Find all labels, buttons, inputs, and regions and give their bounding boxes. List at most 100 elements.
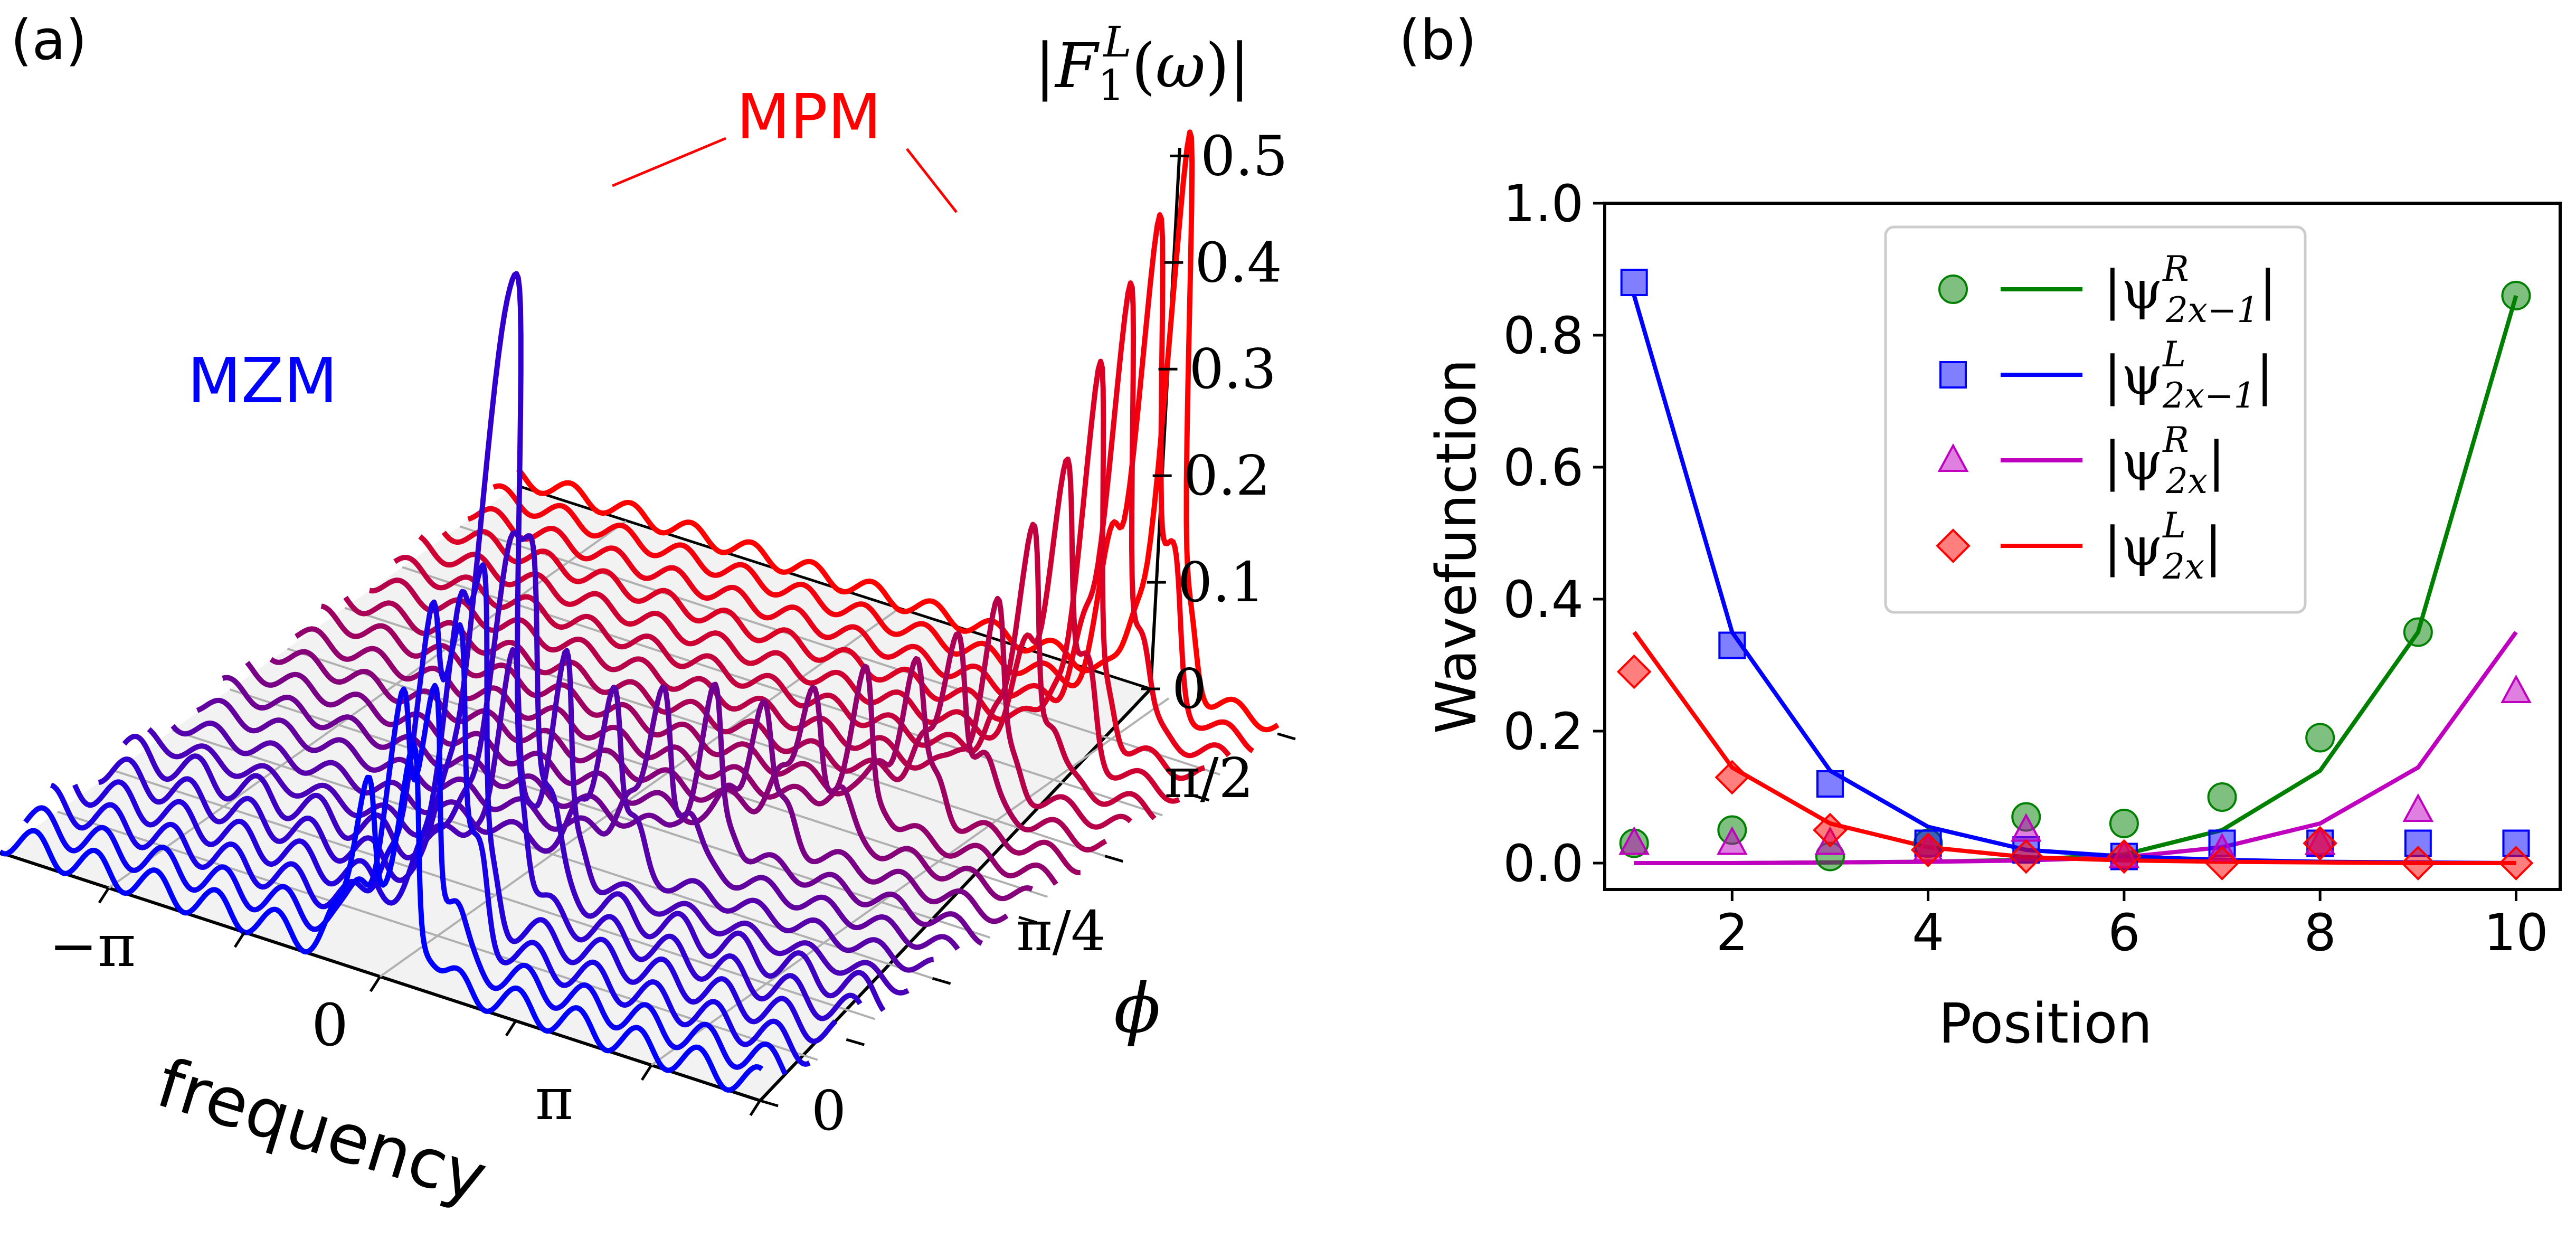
waterfall-curve [72,562,838,1044]
b-x-tick-label: 8 [2304,903,2336,962]
y-tick-pi-4: π/4 [1016,899,1106,963]
b-y-tick-label: 0.8 [1503,306,1584,365]
z-axis-label: |F1L(ω)| [1035,17,1250,110]
panel-a-label: (a) [11,8,87,72]
b-x-tick-label: 4 [1912,903,1944,962]
series-1-point [1816,770,1844,798]
b-x-tick-label: 2 [1716,903,1748,962]
y-tick-pi-2: π/2 [1164,746,1254,810]
series-3-point [1910,832,1946,867]
z-tick-label: 0.4 [1195,230,1282,295]
mpm-pointer-left [612,137,726,187]
series-2-point [2402,793,2434,822]
z-tick-label: 0.3 [1189,337,1276,401]
x-tick-mark [640,1064,653,1081]
series-lines [1632,295,2518,865]
legend-marker-0 [1938,274,1968,304]
b-y-axis-label: Wavefunction [1424,359,1489,734]
legend-label-1: |ψL 2x−1| [2104,334,2274,416]
series-3-point [1715,760,1750,795]
x-tick-mark [98,887,110,904]
z-tick-label: 0 [1172,657,1207,721]
waterfall-curve [0,742,764,1093]
legend-label-0: |ψR 2x−1| [2104,249,2277,330]
y-tick-mark [1190,793,1210,802]
y-axis-label: ϕ [1114,968,1161,1048]
y-tick-mark [846,1038,865,1046]
floor-gridline-phi [57,810,818,1061]
series-3-point [2303,826,2338,861]
b-y-tick-label: 0.4 [1503,570,1584,629]
x-tick-pi: π [535,1065,573,1133]
waterfall-curve [98,271,863,1021]
legend-box [1884,225,2307,614]
z-tick-label: 0.5 [1200,124,1287,188]
series-0-point [2501,281,2531,310]
y-tick-mark [932,977,951,985]
legend: |ψR 2x−1||ψL 2x−1||ψR 2x||ψL 2x| [1884,225,2307,614]
series-3-point [2498,846,2534,881]
legend-label-3: |ψL 2x| [2104,505,2222,587]
y-tick-mark [1277,732,1296,741]
waterfall-curve [493,212,1255,753]
series-3-point [2009,839,2044,874]
waterfall-curve [467,280,1231,759]
waterfall-curve [222,675,983,946]
x-axis-label: frequency [148,1044,496,1218]
b-y-tick-label: 0.6 [1503,438,1584,497]
x-tick-mark [369,976,382,992]
series-0-point [2305,723,2335,753]
y-tick-mark [760,1099,779,1107]
plot-frame [1603,202,2562,891]
waterfall-curve [418,456,1180,804]
x-tick-mark [505,1020,517,1037]
waterfall-curves [0,129,1280,1093]
waterfall-curve [23,683,788,1075]
y-tick-0: 0 [811,1078,846,1143]
y-tick-mark [1018,916,1037,924]
y-tick-mark [1104,855,1124,863]
legend-marker-1 [1939,361,1967,389]
mzm-annotation: MZM [187,344,337,417]
x-tick-mark [749,1100,761,1116]
b-x-axis-label: Position [1939,991,2153,1056]
z-tick-label: 0.2 [1183,443,1271,508]
series-line-2 [1634,631,2518,865]
mpm-pointer-right [906,148,958,213]
panel-b-ticks: 2 4 6 8 10 0.0 0.2 0.4 0.6 0.8 1.0 [1503,174,2548,962]
waterfall-curve [441,358,1206,781]
x-tick-neg-pi: −π [49,912,136,980]
b-y-tick-label: 0.0 [1503,834,1584,893]
series-markers [1616,269,2534,881]
series-3-point [2107,839,2142,874]
series-3-point [2204,846,2240,881]
legend-marker-2 [1937,443,1969,472]
series-0-point [2403,617,2433,647]
series-1-point [1620,269,1648,296]
panel-a-ticks [0,154,1296,1116]
x-tick-zero: 0 [311,991,348,1059]
series-2-point [2501,674,2532,703]
panel-b-wavefunction: (b) 2 4 6 8 10 0.0 0.2 0.4 0.6 0.8 1.0 Position Wa… [1399,8,2562,1056]
waterfall-curve [147,647,910,996]
series-3-point [1616,654,1652,689]
floor-gridline-x [379,609,898,978]
series-line-3 [1632,631,2516,865]
waterfall-curve [516,129,1280,733]
waterfall-curve [171,685,934,973]
panel-b-label: (b) [1399,8,1476,72]
panel-a-waterfall-3d: (a) −π 0 π 0 π/4 π/2 0 0.1 0.2 0.3 0.4 0.5 fr… [0,8,1296,1218]
waterfall-curve [343,595,1107,853]
series-3-point [2400,846,2436,881]
b-y-tick-label: 1.0 [1503,174,1584,233]
series-2-point [1618,826,1650,855]
waterfall-curve [122,530,886,1012]
series-2-point [1716,826,1748,855]
z-tick-label: 0.1 [1178,550,1265,614]
mpm-annotation: MPM [736,80,882,153]
b-x-tick-label: 6 [2108,903,2140,962]
series-0-point [2109,809,2139,838]
series-0-point [2207,782,2237,812]
waterfall-curve [393,522,1157,820]
